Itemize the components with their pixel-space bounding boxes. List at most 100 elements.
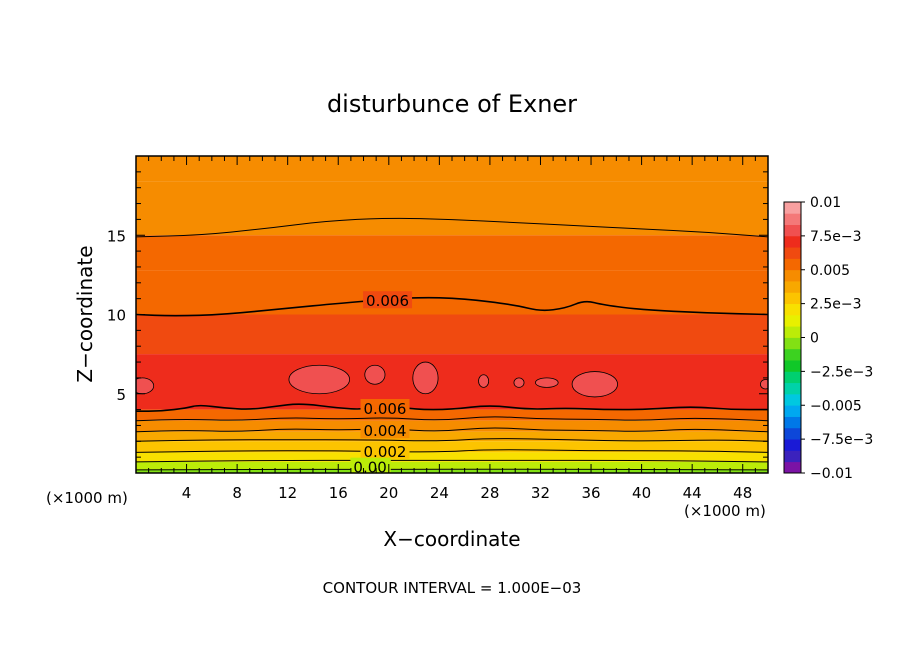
maximum-patch-7 (571, 371, 618, 398)
contour-label-4: 0.00 (350, 457, 391, 477)
field-layer (136, 156, 768, 473)
colorbar-cell (784, 314, 801, 327)
field-band-6 (136, 409, 768, 421)
y-tick-label: 15 (107, 227, 126, 245)
maximum-patch-2 (364, 364, 386, 385)
x-axis-label: X−coordinate (383, 527, 520, 551)
colorbar-cell (784, 213, 801, 225)
field-band-1 (136, 181, 768, 236)
x-tick-label: 44 (683, 484, 702, 502)
contour-line-4 (136, 427, 768, 433)
contour-line-6 (136, 449, 768, 453)
maximum-patch-4 (478, 374, 490, 388)
x-tick-label: 32 (531, 484, 550, 502)
maximum-patch-6 (535, 377, 559, 388)
x-tick-label: 36 (581, 484, 600, 502)
contour-line-0 (136, 217, 768, 238)
maximum-patch-0 (136, 377, 155, 395)
contour-line-5 (136, 438, 768, 442)
contour-label-0: 0.006 (363, 291, 413, 310)
colorbar-cell (784, 303, 801, 316)
contour-line-1 (136, 296, 768, 317)
field-band-9 (136, 441, 768, 453)
contour-line-3 (136, 416, 768, 422)
colorbar-cell (784, 269, 801, 282)
x-unit-right: (×1000 m) (684, 502, 766, 520)
colorbar-tick-label: 0.01 (810, 195, 841, 211)
maxima-layer (136, 361, 768, 398)
colorbar-cell (784, 202, 801, 214)
maximum-patch-3 (412, 361, 439, 395)
y-tick-label: 5 (116, 386, 126, 404)
contour-layer (136, 217, 768, 471)
colorbar-cell (784, 326, 801, 338)
colorbar-cell (784, 461, 801, 474)
x-tick-label: 24 (430, 484, 449, 502)
y-axis-label: Z−coordinate (73, 245, 97, 382)
colorbar-tick-label: −7.5e−3 (810, 432, 873, 448)
colorbar-tick-label: −0.005 (810, 398, 862, 414)
field-band-10 (136, 452, 768, 462)
colorbar-cell (784, 281, 801, 293)
colorbar-tick-label: −2.5e−3 (810, 364, 873, 380)
colorbar-tick-label: −0.01 (810, 466, 853, 482)
contour-label-text: 0.004 (364, 422, 407, 440)
maximum-patch-1 (288, 364, 351, 395)
colorbar-cell (784, 393, 801, 406)
colorbar-tick-label: 0 (810, 331, 819, 347)
colorbar-cell (784, 382, 801, 395)
contour-label-3: 0.002 (360, 441, 410, 461)
x-tick-label: 8 (232, 484, 242, 502)
maximum-patch-5 (513, 377, 525, 388)
colorbar-cell (784, 224, 801, 237)
field-band-7 (136, 420, 768, 432)
y-tick-label: 10 (107, 307, 126, 325)
x-tick-label: 12 (278, 484, 297, 502)
contour-label-text: 0.006 (364, 400, 407, 418)
contour-interval-note: CONTOUR INTERVAL = 1.000E−03 (323, 579, 582, 597)
colorbar-cell (784, 235, 801, 248)
colorbar-cell (784, 258, 801, 271)
colorbar-cell (784, 416, 801, 429)
colorbar-tick-label: 7.5e−3 (810, 229, 862, 245)
x-tick-label: 28 (480, 484, 499, 502)
colorbar-cell (784, 427, 801, 440)
x-unit-left: (×1000 m) (46, 489, 128, 507)
colorbar-cell (784, 371, 801, 384)
y-axis: 5 10 15 (107, 171, 768, 458)
colorbar-cell (784, 292, 801, 305)
x-axis: 4 8 12 16 20 24 28 32 36 40 44 48 (148, 156, 756, 502)
field-band-11 (136, 461, 768, 470)
colorbar-tick-label: 0.005 (810, 263, 850, 279)
maximum-patch-8 (760, 379, 768, 390)
colorbar-cell (784, 337, 801, 350)
x-tick-label: 48 (733, 484, 752, 502)
field-band-3 (136, 270, 768, 315)
contour-line-8 (136, 468, 768, 471)
contour-label-1: 0.006 (360, 399, 410, 418)
colorbar-cell (784, 450, 801, 463)
contour-label-2: 0.004 (360, 421, 410, 440)
field-band-5 (136, 354, 768, 410)
field-band-8 (136, 431, 768, 442)
colorbar-tick-label: 2.5e−3 (810, 297, 862, 313)
contour-line-7 (136, 459, 768, 463)
colorbar-cell (784, 247, 801, 259)
contour-label-text: 0.002 (364, 443, 407, 461)
x-tick-label: 20 (379, 484, 398, 502)
colorbar-cell (784, 439, 801, 451)
chart-title: disturbunce of Exner (327, 90, 577, 118)
field-band-2 (136, 235, 768, 271)
contour-label-text: 0.00 (353, 459, 386, 477)
colorbar-cell (784, 360, 801, 372)
field-band-4 (136, 314, 768, 355)
x-tick-label: 4 (182, 484, 192, 502)
colorbar-cell (784, 348, 801, 361)
x-tick-label: 16 (329, 484, 348, 502)
x-tick-label: 40 (632, 484, 651, 502)
colorbar: 0.01 7.5e−3 0.005 2.5e−3 0 −2.5e−3 −0.005 −7.5e… (783, 195, 873, 482)
colorbar-cell (784, 405, 801, 417)
